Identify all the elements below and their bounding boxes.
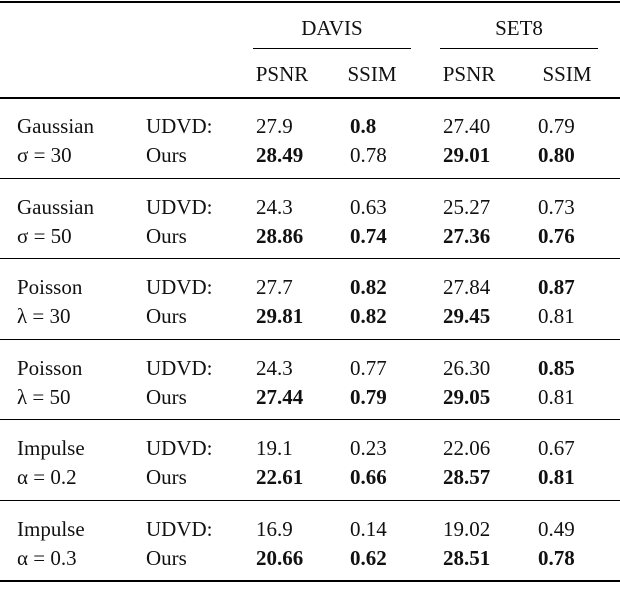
metric-value: 28.86 <box>256 224 304 248</box>
metric-value: 27.40 <box>443 114 491 138</box>
method-label: Ours <box>146 465 187 489</box>
noise-param: σ = 50 <box>17 224 72 248</box>
metric-value: 28.49 <box>256 143 304 167</box>
top-rule <box>0 1 620 3</box>
metric-value: 0.66 <box>350 465 387 489</box>
metric-value: 29.81 <box>256 304 304 328</box>
set8-cmidrule <box>440 48 598 49</box>
method-label: UDVD: <box>146 436 213 460</box>
method-label: Ours <box>146 143 187 167</box>
metric-value: 27.9 <box>256 114 293 138</box>
metric-value: 0.79 <box>350 385 387 409</box>
metric-value: 19.1 <box>256 436 293 460</box>
metric-value: 29.01 <box>443 143 491 167</box>
metric-value: 29.05 <box>443 385 491 409</box>
metric-value: 0.82 <box>350 275 387 299</box>
metric-header: PSNR <box>442 62 496 86</box>
metric-value: 0.87 <box>538 275 575 299</box>
group-rule <box>0 419 620 420</box>
noise-type: Gaussian <box>17 114 94 138</box>
metric-value: 0.82 <box>350 304 387 328</box>
metric-header: SSIM <box>542 62 592 86</box>
metric-value: 24.3 <box>256 195 293 219</box>
metric-value: 0.62 <box>350 546 387 570</box>
method-label: UDVD: <box>146 356 213 380</box>
metric-value: 0.79 <box>538 114 575 138</box>
metric-value: 26.30 <box>443 356 491 380</box>
dataset-header-set8: SET8 <box>495 16 543 40</box>
method-label: Ours <box>146 224 187 248</box>
bottom-rule <box>0 580 620 582</box>
group-rule <box>0 97 620 99</box>
metric-value: 0.74 <box>350 224 387 248</box>
method-label: UDVD: <box>146 195 213 219</box>
metric-value: 0.80 <box>538 143 575 167</box>
group-rule <box>0 178 620 179</box>
noise-param: σ = 30 <box>17 143 72 167</box>
method-label: UDVD: <box>146 114 213 138</box>
method-label: Ours <box>146 546 187 570</box>
metric-value: 0.81 <box>538 465 575 489</box>
noise-param: α = 0.3 <box>17 546 77 570</box>
metric-value: 28.51 <box>443 546 491 570</box>
davis-cmidrule <box>253 48 411 49</box>
metric-value: 27.44 <box>256 385 304 409</box>
method-label: Ours <box>146 385 187 409</box>
noise-param: α = 0.2 <box>17 465 77 489</box>
method-label: UDVD: <box>146 275 213 299</box>
metric-value: 0.49 <box>538 517 575 541</box>
group-rule <box>0 258 620 259</box>
metric-value: 0.78 <box>538 546 575 570</box>
metric-value: 0.85 <box>538 356 575 380</box>
noise-type: Gaussian <box>17 195 94 219</box>
method-label: Ours <box>146 304 187 328</box>
group-rule <box>0 339 620 340</box>
metric-value: 24.3 <box>256 356 293 380</box>
metric-value: 0.78 <box>350 143 387 167</box>
noise-type: Impulse <box>17 517 85 541</box>
noise-type: Impulse <box>17 436 85 460</box>
metric-value: 28.57 <box>443 465 491 489</box>
metric-value: 25.27 <box>443 195 491 219</box>
noise-param: λ = 50 <box>17 385 71 409</box>
metric-header: PSNR <box>255 62 309 86</box>
metric-value: 0.81 <box>538 304 575 328</box>
metric-value: 27.36 <box>443 224 491 248</box>
metric-value: 0.23 <box>350 436 387 460</box>
metric-value: 19.02 <box>443 517 491 541</box>
metric-value: 0.67 <box>538 436 575 460</box>
metric-value: 16.9 <box>256 517 293 541</box>
metric-value: 20.66 <box>256 546 304 570</box>
metric-value: 0.14 <box>350 517 387 541</box>
metric-value: 0.73 <box>538 195 575 219</box>
metric-value: 22.06 <box>443 436 491 460</box>
metric-value: 0.8 <box>350 114 377 138</box>
metric-value: 27.7 <box>256 275 293 299</box>
noise-type: Poisson <box>17 275 83 299</box>
metric-value: 0.63 <box>350 195 387 219</box>
metric-header: SSIM <box>347 62 397 86</box>
noise-type: Poisson <box>17 356 83 380</box>
metric-value: 0.77 <box>350 356 387 380</box>
method-label: UDVD: <box>146 517 213 541</box>
metric-value: 0.76 <box>538 224 575 248</box>
metric-value: 0.81 <box>538 385 575 409</box>
dataset-header-davis: DAVIS <box>301 16 363 40</box>
noise-param: λ = 30 <box>17 304 71 328</box>
metric-value: 29.45 <box>443 304 491 328</box>
group-rule <box>0 500 620 501</box>
metric-value: 22.61 <box>256 465 304 489</box>
metric-value: 27.84 <box>443 275 491 299</box>
